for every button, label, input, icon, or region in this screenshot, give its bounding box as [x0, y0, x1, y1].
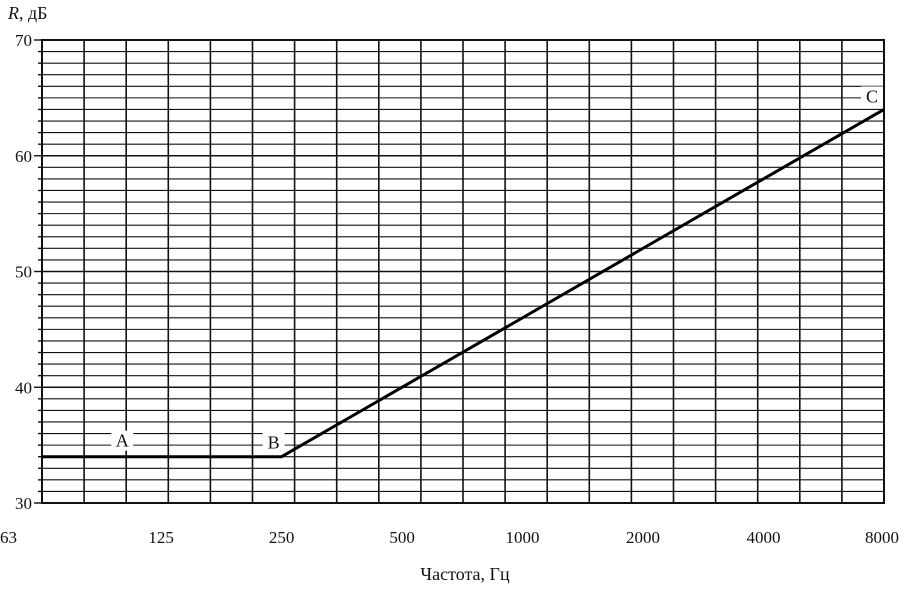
x-tick-label: 8000	[865, 528, 899, 547]
point-label: C	[866, 86, 878, 106]
x-tick-label: 4000	[747, 528, 781, 547]
axes	[34, 39, 885, 504]
x-tick-label: 125	[148, 528, 174, 547]
y-tick-label: 50	[15, 263, 32, 282]
series	[42, 108, 885, 459]
x-axis-label: Частота, Гц	[420, 564, 510, 584]
series-line	[42, 108, 885, 459]
x-tick-label: 63	[0, 528, 17, 547]
x-tick-label: 250	[269, 528, 295, 547]
point-label: B	[268, 433, 280, 453]
y-axis-label-unit: , дБ	[19, 3, 48, 23]
y-tick-label: 40	[15, 378, 32, 397]
y-tick-label: 60	[15, 147, 32, 166]
x-tick-labels: 63 125 250 500 1000 2000 4000 8000	[0, 528, 899, 547]
point-label-bg	[861, 86, 883, 107]
y-tick-labels: 30 40 50 60 70	[15, 31, 32, 513]
point-labels: A B C	[111, 86, 883, 453]
point-label: A	[116, 431, 129, 451]
y-tick-label: 70	[15, 31, 32, 50]
x-tick-label: 2000	[626, 528, 660, 547]
y-axis-label: R, дБ	[7, 3, 48, 23]
y-axis-label-symbol: R	[7, 3, 19, 23]
y-tick-label: 30	[15, 494, 32, 513]
grid	[41, 39, 885, 504]
x-tick-label: 1000	[506, 528, 540, 547]
point-label-bg	[111, 430, 134, 451]
point-label-bg	[262, 432, 285, 453]
x-tick-label: 500	[389, 528, 415, 547]
